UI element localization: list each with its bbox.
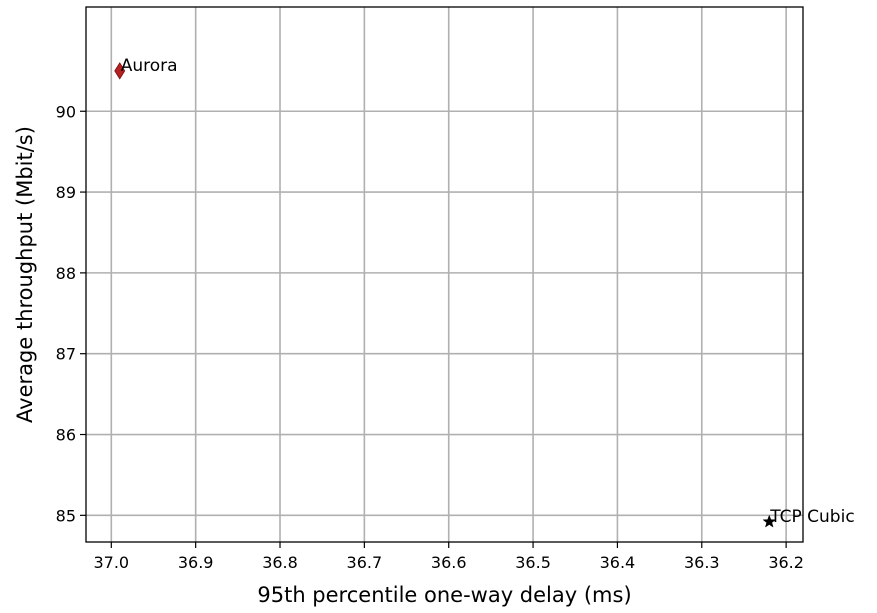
y-tick-label: 87 [56,345,76,364]
y-axis-title: Average throughput (Mbit/s) [13,126,37,423]
y-axis-ticks: 85 86 87 88 89 90 [56,102,86,525]
point-marker-aurora [114,62,126,80]
plot-frame [85,6,804,543]
y-tick-label: 90 [56,102,76,121]
x-axis-title: 95th percentile one-way delay (ms) [257,583,631,607]
y-tick-label: 85 [56,506,76,525]
grid-lines [86,7,803,542]
x-axis-ticks: 37.0 36.9 36.8 36.7 36.6 36.5 36.4 36.3 36.2 [93,542,804,572]
x-tick-label: 36.4 [600,553,636,572]
y-tick-label: 89 [56,183,76,202]
x-tick-label: 36.5 [515,553,551,572]
x-tick-label: 36.9 [178,553,214,572]
x-tick-label: 36.8 [262,553,298,572]
y-tick-label: 88 [56,264,76,283]
point-marker-tcp-cubic [762,514,777,528]
x-tick-label: 36.6 [431,553,467,572]
y-tick-label: 86 [56,426,76,445]
x-tick-label: 36.2 [768,553,804,572]
x-tick-label: 37.0 [93,553,129,572]
point-label: TCP Cubic [769,507,854,527]
point-label: Aurora [121,56,178,76]
data-points: Aurora TCP Cubic [114,56,855,528]
x-tick-label: 36.3 [684,553,720,572]
x-tick-label: 36.7 [347,553,383,572]
